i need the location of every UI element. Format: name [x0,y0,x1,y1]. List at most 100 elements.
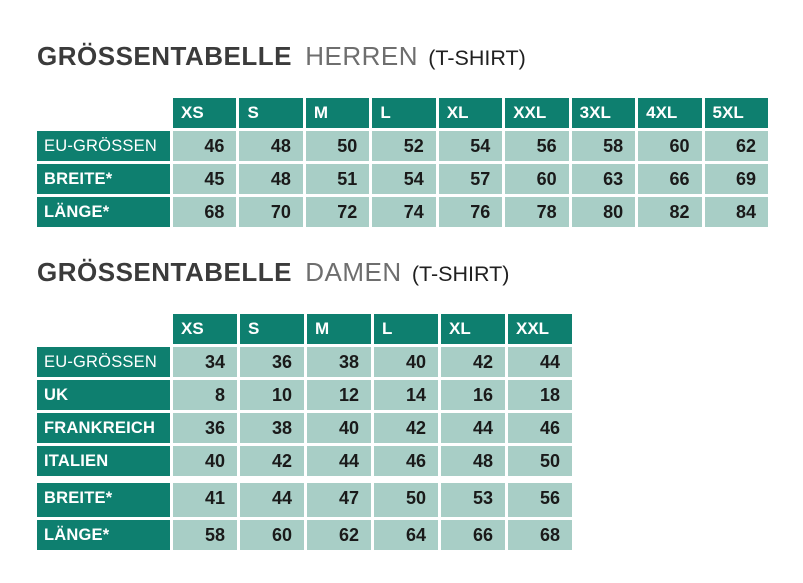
chart-title-main: GRÖSSENTABELLE [37,41,292,71]
value-cell: 44 [307,446,371,476]
value-cell: 68 [508,520,572,550]
value-cell: 48 [239,164,303,194]
value-cell: 50 [508,446,572,476]
value-cell: 66 [638,164,702,194]
value-cell: 76 [438,197,503,227]
row-label-cell: ITALIEN [37,446,170,476]
value-cell: 40 [173,446,237,476]
column-header-cell: 4XL [638,98,702,128]
value-cell: 45 [173,164,237,194]
chart-title: GRÖSSENTABELLE DAMEN (T-SHIRT) [37,256,803,290]
value-cell: 42 [240,446,304,476]
value-cell: 80 [571,197,636,227]
value-cell: 41 [173,483,237,517]
value-cell: 53 [441,483,505,517]
row-label-cell: LÄNGE* [37,520,170,550]
value-cell: 42 [374,413,438,443]
value-cell: 78 [505,197,569,227]
value-cell: 74 [372,197,436,227]
value-cell: 40 [374,347,438,377]
value-cell: 46 [374,446,438,476]
size-table: XS S M L XL XXL EU-GRÖSSEN 34 36 38 40 42 44 UK 8 10 12 1… [37,314,572,550]
column-header-cell: S [240,314,304,344]
value-cell: 60 [240,520,304,550]
column-header-cell: XS [173,314,237,344]
value-cell: 60 [638,131,702,161]
chart-title-main: GRÖSSENTABELLE [37,257,292,287]
value-cell: 50 [374,483,438,517]
column-header-cell: L [374,314,438,344]
row-label-cell: BREITE* [37,483,170,517]
column-header-cell: 5XL [704,98,768,128]
value-cell: 47 [307,483,371,517]
row-label-cell: EU-GRÖSSEN [37,131,170,161]
value-cell: 52 [372,131,436,161]
value-cell: 14 [374,380,438,410]
value-cell: 68 [173,197,237,227]
column-header-cell: XXL [508,314,572,344]
chart-title-product: (T-SHIRT) [428,46,526,70]
size-chart-section: GRÖSSENTABELLE DAMEN (T-SHIRT) XS S M L XL XX… [37,256,803,550]
value-cell: 58 [571,131,636,161]
value-cell: 12 [307,380,371,410]
chart-title-audience: HERREN [305,41,419,71]
column-header-cell: S [239,98,303,128]
value-cell: 84 [704,197,768,227]
value-cell: 44 [441,413,505,443]
value-cell: 82 [638,197,702,227]
row-label-cell: LÄNGE* [37,197,170,227]
chart-title-audience: DAMEN [305,257,402,287]
value-cell: 66 [441,520,505,550]
value-cell: 38 [240,413,304,443]
value-cell: 63 [571,164,636,194]
value-cell: 48 [441,446,505,476]
value-cell: 54 [372,164,436,194]
row-label-cell: BREITE* [37,164,170,194]
table-corner-spacer [37,98,170,128]
value-cell: 10 [240,380,304,410]
column-header-cell: 3XL [571,98,636,128]
column-header-cell: M [305,98,370,128]
value-cell: 62 [307,520,371,550]
value-cell: 70 [239,197,303,227]
value-cell: 60 [505,164,569,194]
value-cell: 54 [438,131,503,161]
size-charts: GRÖSSENTABELLE HERREN (T-SHIRT) XS S M L XL X… [37,40,803,550]
column-header-cell: XS [173,98,237,128]
row-label-cell: EU-GRÖSSEN [37,347,170,377]
value-cell: 44 [508,347,572,377]
value-cell: 36 [240,347,304,377]
value-cell: 62 [704,131,768,161]
value-cell: 72 [305,197,370,227]
row-label-cell: FRANKREICH [37,413,170,443]
value-cell: 34 [173,347,237,377]
size-table: XS S M L XL XXL 3XL 4XL 5XL EU-GRÖSSEN 46 48 50 52 54 5… [37,98,768,227]
size-chart-section: GRÖSSENTABELLE HERREN (T-SHIRT) XS S M L XL X… [37,40,803,227]
value-cell: 38 [307,347,371,377]
value-cell: 69 [704,164,768,194]
column-header-cell: M [307,314,371,344]
column-header-cell: XL [438,98,503,128]
value-cell: 64 [374,520,438,550]
value-cell: 16 [441,380,505,410]
row-label-cell: UK [37,380,170,410]
value-cell: 42 [441,347,505,377]
value-cell: 48 [239,131,303,161]
column-header-cell: XXL [505,98,569,128]
value-cell: 56 [505,131,569,161]
value-cell: 57 [438,164,503,194]
value-cell: 51 [305,164,370,194]
value-cell: 36 [173,413,237,443]
value-cell: 58 [173,520,237,550]
column-header-cell: XL [441,314,505,344]
value-cell: 46 [508,413,572,443]
column-header-cell: L [372,98,436,128]
value-cell: 46 [173,131,237,161]
chart-title: GRÖSSENTABELLE HERREN (T-SHIRT) [37,40,803,74]
value-cell: 44 [240,483,304,517]
value-cell: 18 [508,380,572,410]
value-cell: 56 [508,483,572,517]
table-corner-spacer [37,314,170,344]
value-cell: 8 [173,380,237,410]
